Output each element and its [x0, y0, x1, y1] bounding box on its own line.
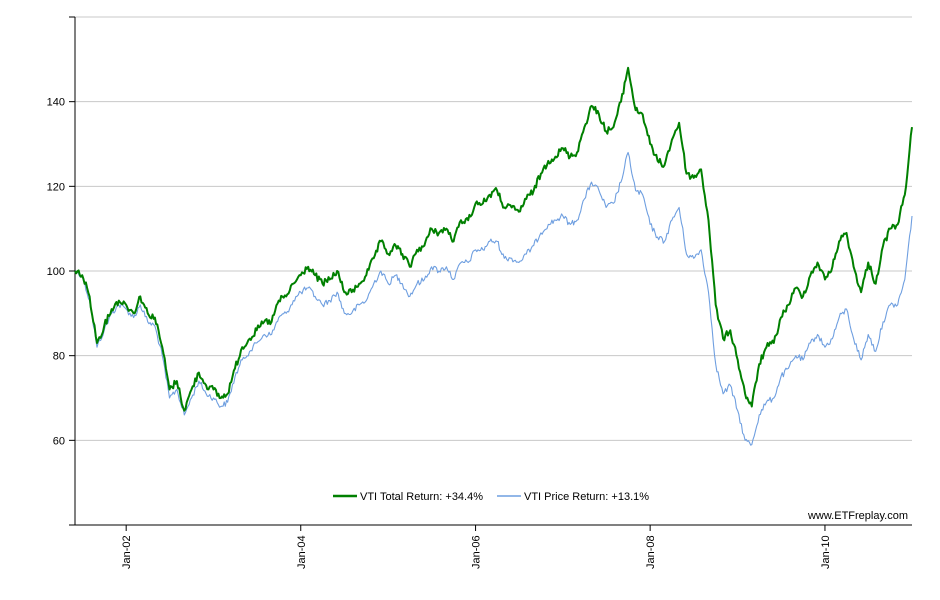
- credit-text: www.ETFreplay.com: [807, 510, 908, 522]
- gridlines: [75, 16, 912, 441]
- y-tick-label: 80: [53, 351, 65, 363]
- x-tick-label: Jan-06: [471, 535, 483, 569]
- x-axis-ticks: Jan-02 Jan-04 Jan-06 Jan-08 Jan-10: [121, 525, 832, 569]
- y-tick-label: 60: [53, 435, 65, 447]
- y-tick-label: 120: [47, 181, 65, 193]
- y-tick-label: 140: [47, 97, 65, 109]
- legend-label-price-return: VTI Price Return: +13.1%: [524, 491, 649, 503]
- series-line-total-return: [74, 66, 913, 412]
- series-lines: [74, 66, 913, 446]
- legend-label-total-return: VTI Total Return: +34.4%: [360, 491, 483, 503]
- legend: VTI Total Return: +34.4% VTI Price Return…: [333, 491, 649, 503]
- y-axis-ticks: 60 80 100 120 140: [47, 16, 75, 526]
- x-tick-label: Jan-08: [645, 535, 657, 569]
- x-tick-label: Jan-02: [121, 535, 133, 569]
- x-tick-label: Jan-10: [820, 535, 832, 569]
- series-line-price-return: [74, 151, 913, 446]
- y-tick-label: 100: [47, 266, 65, 278]
- x-tick-label: Jan-04: [296, 535, 308, 569]
